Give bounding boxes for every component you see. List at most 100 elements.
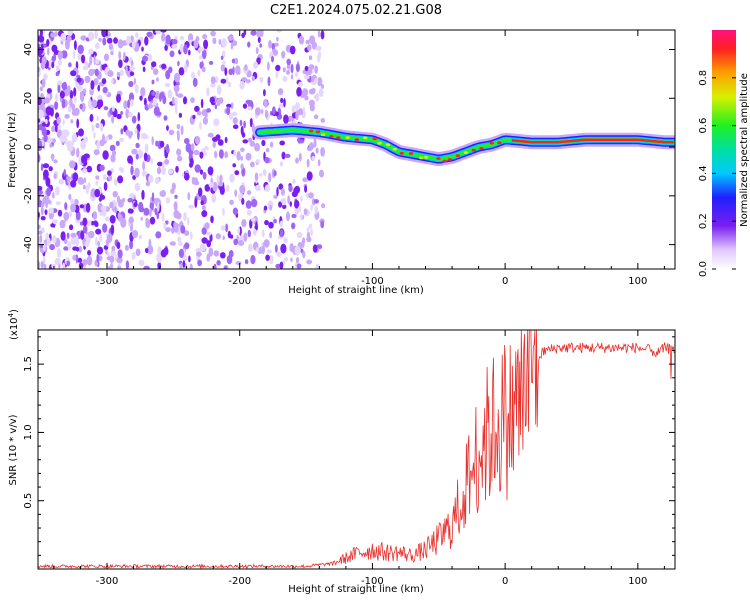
noise-speck bbox=[224, 136, 228, 144]
noise-speck bbox=[133, 77, 136, 85]
noise-speck bbox=[283, 114, 289, 124]
noise-speck bbox=[249, 140, 255, 147]
ridge-blotch bbox=[463, 151, 469, 155]
noise-speck bbox=[234, 170, 240, 176]
noise-speck bbox=[317, 77, 323, 87]
noise-speck bbox=[179, 35, 185, 41]
noise-speck bbox=[279, 220, 283, 228]
noise-speck bbox=[294, 71, 299, 78]
colorbar: 0.0 0.2 0.4 0.6 0.8 Normalized spectral ampl… bbox=[698, 30, 750, 277]
noise-speck bbox=[129, 71, 135, 76]
noise-speck bbox=[120, 167, 124, 173]
noise-speck bbox=[275, 263, 281, 269]
noise-speck bbox=[211, 193, 217, 203]
noise-speck bbox=[193, 39, 199, 49]
noise-speck bbox=[77, 44, 84, 54]
noise-speck bbox=[131, 148, 138, 155]
noise-speck bbox=[242, 139, 249, 144]
noise-speck bbox=[226, 106, 231, 116]
noise-speck bbox=[143, 207, 150, 216]
ridge-blotch bbox=[408, 152, 414, 155]
noise-speck bbox=[197, 259, 203, 267]
noise-speck bbox=[93, 220, 98, 226]
noise-speck bbox=[68, 193, 72, 200]
noise-speck bbox=[190, 231, 193, 241]
noise-speck bbox=[263, 205, 268, 211]
noise-speck bbox=[102, 133, 105, 143]
noise-speck bbox=[95, 236, 98, 246]
noise-speck bbox=[182, 96, 188, 105]
ridge-blotch bbox=[471, 148, 476, 152]
noise-speck bbox=[219, 252, 226, 259]
noise-speck bbox=[289, 201, 292, 207]
noise-speck bbox=[201, 210, 208, 218]
noise-speck bbox=[60, 32, 67, 43]
noise-speck bbox=[145, 247, 149, 254]
ridge-blotch bbox=[315, 130, 321, 134]
noise-speck bbox=[174, 72, 181, 83]
noise-speck bbox=[117, 249, 123, 259]
noise-speck bbox=[317, 30, 321, 38]
noise-speck bbox=[45, 177, 51, 187]
noise-speck bbox=[177, 60, 180, 67]
noise-speck bbox=[78, 128, 84, 137]
noise-speck bbox=[76, 77, 82, 83]
noise-speck bbox=[80, 230, 85, 240]
noise-speck bbox=[54, 101, 59, 110]
noise-speck bbox=[58, 59, 62, 66]
noise-speck bbox=[177, 212, 182, 220]
noise-speck bbox=[145, 181, 151, 187]
noise-speck bbox=[79, 204, 85, 209]
noise-speck bbox=[250, 30, 257, 36]
noise-speck bbox=[192, 77, 198, 87]
noise-speck bbox=[116, 93, 121, 103]
noise-speck bbox=[320, 30, 325, 40]
noise-speck bbox=[82, 65, 89, 71]
noise-speck bbox=[226, 184, 230, 192]
noise-speck bbox=[231, 40, 238, 47]
noise-speck bbox=[74, 96, 77, 103]
noise-speck bbox=[176, 148, 182, 156]
noise-speck bbox=[300, 195, 303, 202]
noise-speck bbox=[226, 255, 233, 265]
ridge-blotch bbox=[442, 159, 447, 163]
noise-speck bbox=[296, 86, 302, 97]
noise-speck bbox=[99, 234, 103, 242]
noise-speck bbox=[182, 260, 186, 268]
noise-speck bbox=[298, 35, 305, 45]
noise-speck bbox=[313, 138, 317, 148]
noise-speck bbox=[262, 168, 267, 177]
noise-speck bbox=[42, 163, 50, 169]
noise-speck bbox=[306, 259, 312, 265]
noise-speck bbox=[251, 76, 256, 81]
noise-speck bbox=[257, 185, 261, 191]
noise-speck bbox=[38, 260, 41, 269]
noise-speck bbox=[213, 263, 217, 269]
noise-speck bbox=[178, 241, 183, 247]
ridge-blotch bbox=[489, 141, 494, 145]
x-tick-label: 100 bbox=[628, 576, 647, 587]
noise-speck bbox=[83, 184, 86, 190]
noise-speck bbox=[72, 172, 79, 182]
noise-speck bbox=[93, 78, 99, 86]
noise-speck bbox=[259, 76, 264, 83]
noise-speck bbox=[276, 186, 279, 197]
noise-speck bbox=[194, 164, 201, 173]
noise-speck bbox=[286, 69, 290, 75]
noise-speck bbox=[199, 151, 204, 159]
noise-speck bbox=[318, 88, 324, 97]
noise-speck bbox=[116, 241, 121, 250]
noise-speck bbox=[116, 113, 122, 120]
noise-speck bbox=[278, 201, 283, 208]
noise-speck bbox=[75, 254, 79, 264]
noise-speck bbox=[131, 40, 136, 49]
noise-speck bbox=[206, 253, 210, 262]
x-tick-label: 0 bbox=[502, 276, 508, 287]
ridge-blotch bbox=[345, 136, 350, 140]
spectrogram-y-axis-label: Frequency (Hz) bbox=[7, 112, 18, 188]
snr-x-axis-label: Height of straight line (km) bbox=[288, 584, 424, 595]
noise-speck bbox=[263, 239, 270, 248]
noise-speck bbox=[188, 49, 191, 56]
noise-speck bbox=[46, 187, 51, 197]
noise-speck bbox=[275, 71, 279, 79]
